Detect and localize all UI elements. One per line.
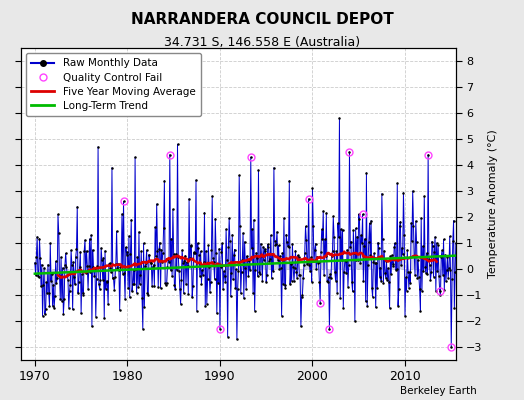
Y-axis label: Temperature Anomaly (°C): Temperature Anomaly (°C) — [488, 130, 498, 278]
Text: Berkeley Earth: Berkeley Earth — [400, 386, 477, 396]
Legend: Raw Monthly Data, Quality Control Fail, Five Year Moving Average, Long-Term Tren: Raw Monthly Data, Quality Control Fail, … — [26, 53, 201, 116]
Text: NARRANDERA COUNCIL DEPOT: NARRANDERA COUNCIL DEPOT — [130, 12, 394, 27]
Text: 34.731 S, 146.558 E (Australia): 34.731 S, 146.558 E (Australia) — [164, 36, 360, 49]
